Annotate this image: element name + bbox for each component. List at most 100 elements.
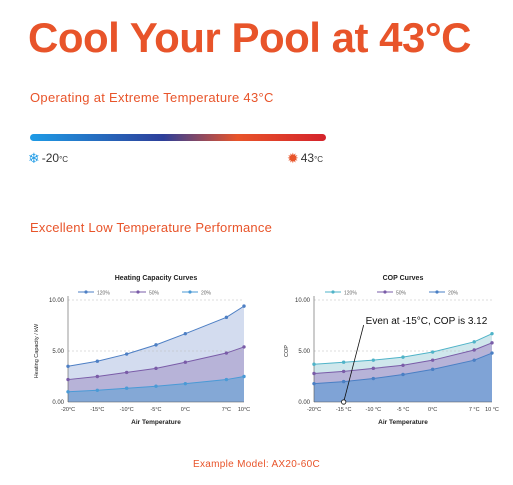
data-point [430,358,435,362]
data-point [472,340,476,344]
x-tick-label: -15°C [90,407,104,413]
snowflake-icon: ❄ [28,150,40,166]
section-heading: Excellent Low Temperature Performance [30,220,272,235]
data-point [154,384,158,388]
annotation-line [343,324,365,403]
temperature-high-unit: °C [314,155,324,164]
legend-label: 50% [149,291,160,297]
data-point [154,343,158,347]
legend-marker [136,290,140,294]
data-point [95,374,100,379]
legend-marker [383,290,387,294]
x-tick-label: -20°C [61,407,75,413]
series-area [314,353,492,402]
data-point [490,341,494,345]
data-point [154,366,158,371]
chart-title: Heating Capacity Curves [115,275,198,282]
temperature-low-unit: °C [59,155,69,164]
y-axis-label: COP [284,345,290,357]
legend-entry: 120% [325,290,357,297]
legend-label: 120% [97,291,110,297]
x-tick-label: 0°C [428,407,437,413]
data-point [242,345,246,349]
x-tick-label: 10°C [238,407,250,413]
y-tick-label: 10.00 [49,298,65,304]
series-area [68,376,244,402]
legend-entry: 50% [130,290,160,297]
data-point [95,359,100,363]
x-tick-label: 0°C [181,407,190,413]
y-tick-label: 5.00 [52,349,64,355]
data-point [224,351,229,355]
legend-label: 20% [448,291,459,297]
legend-entry: 20% [429,290,459,297]
annotation-text: Even at -15°C, COP is 3.12 [366,316,488,327]
data-point [341,360,346,364]
x-tick-label: 7 °C [469,407,480,413]
data-point [183,331,188,336]
legend-marker [188,290,192,294]
x-tick-label: -5°C [150,407,161,413]
legend-marker [84,290,88,294]
legend-label: 120% [344,291,357,297]
legend-entry: 20% [182,290,212,297]
data-point [183,381,188,386]
data-point [490,331,494,336]
data-point [312,362,316,366]
data-point [401,363,405,367]
sun-icon: ✹ [287,150,299,166]
temperature-gradient-bar [30,134,326,141]
footer-model: Example Model: AX20-60C [193,459,320,470]
data-point [341,369,346,374]
temperature-high: ✹ 43°C [287,150,323,167]
y-tick-label: 10.00 [295,298,311,304]
data-point [430,367,435,372]
data-point [401,372,405,377]
data-point [66,377,70,382]
page-title: Cool Your Pool at 43°C [28,14,471,61]
data-point [472,358,476,362]
legend-label: 50% [396,291,407,297]
data-point [95,388,100,392]
data-point [224,315,229,320]
data-point [124,370,129,375]
data-point [490,351,494,355]
legend-entry: 120% [78,290,110,297]
y-axis-label: Heating Capacity / kW [34,323,40,378]
data-point [124,386,129,390]
data-point [401,355,405,359]
heating-capacity-chart: Heating Capacity Curves 120% 50% 20% 0.00 5.0… [34,275,250,426]
x-tick-label: 10 °C [485,407,499,413]
data-point [371,366,376,371]
data-point [430,350,435,354]
x-tick-label: -20°C [307,407,321,413]
cop-chart: COP Curves 120% 50% 20% 0.00 5.00 10.00 -20°C -1… [284,275,499,426]
y-tick-label: 5.00 [298,349,310,355]
data-point [341,379,346,384]
legend-label: 20% [201,291,212,297]
data-point [124,352,129,356]
data-point [371,376,376,381]
data-point [66,390,70,394]
data-point [312,381,316,386]
x-tick-label: -5 °C [397,407,410,413]
temperature-low-value: -20 [41,151,60,165]
page-subtitle: Operating at Extreme Temperature 43°C [30,90,274,105]
temperature-low: ❄ -20°C [28,150,68,167]
x-tick-label: 7°C [222,407,231,413]
legend-marker [435,290,439,294]
x-tick-label: -10°C [120,407,134,413]
x-tick-label: -10 °C [366,407,382,413]
data-point [183,360,188,364]
data-point [242,374,246,379]
chart-title: COP Curves [383,275,424,282]
x-tick-label: -15 °C [336,407,352,413]
x-axis-label: Air Temperature [378,419,428,426]
legend-marker [331,290,335,294]
y-tick-label: 0.00 [298,400,310,406]
data-point [371,358,376,362]
legend-entry: 50% [377,290,407,297]
annotation-marker [341,399,347,405]
data-point [224,377,229,382]
data-point [66,364,70,368]
